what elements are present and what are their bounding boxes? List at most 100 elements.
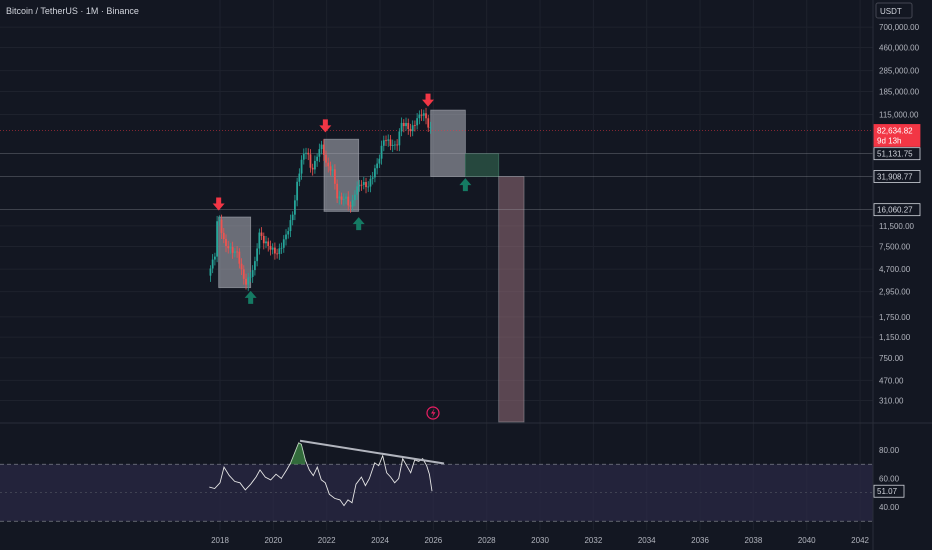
- cycle-boxes: [218, 109, 525, 423]
- rsi-band: [0, 463, 873, 522]
- candle-body: [260, 232, 263, 236]
- candle-body: [225, 239, 227, 247]
- candle-body: [385, 140, 387, 142]
- year-tick-label: 2036: [691, 536, 709, 545]
- candle-body: [327, 162, 330, 167]
- candle-body: [356, 186, 359, 195]
- candle-body: [411, 125, 414, 132]
- candle-body: [238, 251, 241, 264]
- candle-body: [280, 247, 283, 249]
- candle-body: [302, 153, 305, 160]
- candle-body: [291, 214, 294, 221]
- symbol-title: Bitcoin / TetherUS · 1M · Binance: [6, 6, 139, 16]
- candle-body: [336, 183, 339, 199]
- rsi-overbought-fill: [290, 442, 306, 465]
- year-tick-label: 2040: [798, 536, 816, 545]
- candle-body: [227, 246, 230, 249]
- candle-body: [425, 113, 427, 119]
- candle-body: [325, 154, 327, 163]
- price-tick-label: 750.00: [879, 354, 904, 363]
- candle-body: [409, 128, 412, 132]
- lightning-icon[interactable]: [426, 406, 440, 420]
- candle-body: [427, 118, 430, 128]
- level-price-label: 82,634.82: [877, 126, 913, 135]
- candle-body: [407, 122, 410, 129]
- candle-body: [331, 169, 334, 171]
- arrow-up-icon: [352, 217, 365, 231]
- rsi-value-tag: [873, 484, 905, 498]
- year-tick-label: 2022: [318, 536, 336, 545]
- candle-body: [245, 278, 247, 285]
- candle-body: [345, 196, 347, 199]
- candle-body: [351, 200, 354, 207]
- candle-body: [378, 158, 381, 164]
- price-tick-label: 310.00: [879, 397, 904, 406]
- currency-button[interactable]: USDT: [875, 2, 913, 19]
- year-tick-label: 2026: [424, 536, 442, 545]
- candle-body: [242, 269, 245, 279]
- candle-body: [349, 205, 352, 207]
- candle-body: [371, 177, 374, 179]
- candle-body: [300, 159, 303, 174]
- candle-body: [251, 270, 254, 277]
- candle-body: [296, 181, 299, 201]
- candles: [209, 107, 432, 291]
- candle-body: [236, 251, 239, 253]
- candle-body: [420, 114, 423, 116]
- candle-body: [394, 144, 396, 146]
- year-tick-label: 2032: [584, 536, 602, 545]
- year-tick-label: 2030: [531, 536, 549, 545]
- year-tick-label: 2042: [851, 536, 869, 545]
- level-price-label: 51,131.75: [877, 150, 913, 159]
- candle-body: [278, 248, 281, 255]
- candle-body: [380, 145, 383, 159]
- candle-body: [229, 247, 232, 249]
- level-price-tag: [873, 147, 921, 161]
- candle-body: [334, 169, 336, 184]
- candle-body: [305, 152, 307, 154]
- candle-body: [240, 263, 243, 270]
- candle-body: [249, 276, 252, 278]
- candle-body: [354, 194, 356, 201]
- candle-body: [293, 200, 296, 215]
- current-price-tag: [873, 124, 921, 147]
- candle-body: [405, 122, 407, 127]
- rsi-tick-label: 80.00: [879, 446, 900, 455]
- price-tick-label: 7,500.00: [879, 242, 911, 251]
- candle-body: [398, 131, 401, 146]
- candle-body: [369, 178, 372, 187]
- level-price-label: 16,060.27: [877, 206, 913, 215]
- candle-body: [340, 196, 343, 200]
- range-box-projection: [498, 176, 525, 423]
- price-tick-label: 700,000.00: [879, 23, 920, 32]
- rsi-trendline: [299, 439, 445, 465]
- candle-body: [329, 166, 332, 171]
- candle-body: [362, 182, 365, 185]
- candle-body: [358, 184, 361, 187]
- price-tick-label: 1,150.00: [879, 333, 911, 342]
- year-tick-label: 2034: [638, 536, 656, 545]
- candle-body: [265, 241, 267, 244]
- candle-body: [374, 168, 376, 178]
- candle-body: [213, 256, 216, 260]
- candle-body: [347, 196, 350, 206]
- candle-body: [298, 173, 301, 182]
- arrow-down-icon: [422, 93, 435, 107]
- time-axis[interactable]: 2018 2020 2022 2024 2026 2028 2030 2032 2034 2036…: [211, 536, 869, 545]
- level-price-tag: [873, 170, 921, 183]
- currency-label: USDT: [880, 7, 902, 16]
- candle-body: [382, 140, 385, 146]
- price-tick-label: 460,000.00: [879, 43, 920, 52]
- candle-body: [402, 122, 405, 127]
- price-axis[interactable]: 700,000.00 460,000.00 285,000.00 185,000.00…: [873, 23, 920, 512]
- price-tick-label: 185,000.00: [879, 88, 920, 97]
- rsi-line: [209, 442, 433, 507]
- candle-body: [414, 125, 416, 127]
- candle-body: [247, 277, 250, 285]
- candle-body: [311, 167, 314, 170]
- candle-body: [320, 144, 323, 150]
- candle-body: [269, 245, 272, 250]
- candle-body: [387, 139, 390, 141]
- candle-body: [322, 144, 325, 155]
- arrow-up-icon: [244, 290, 257, 304]
